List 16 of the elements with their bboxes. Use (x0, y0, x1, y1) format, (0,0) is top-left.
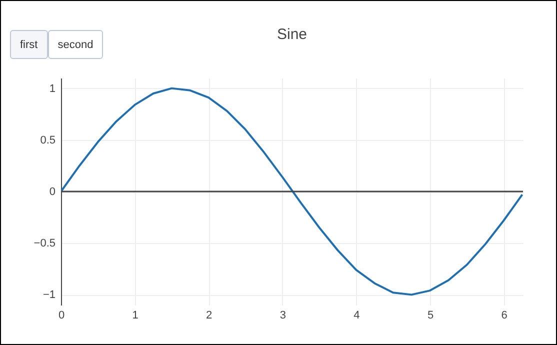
x-tick-label: 5 (427, 310, 434, 322)
button[interactable]: second (48, 30, 104, 59)
x-tick-label: 3 (280, 310, 286, 322)
x-tick-label: 0 (58, 310, 65, 322)
x-tick-label: 2 (206, 310, 212, 322)
y-tick-label: −0.5 (34, 238, 56, 250)
x-tick-label: 6 (501, 310, 508, 322)
y-tick-label: −1 (42, 289, 56, 302)
y-tick-label: 0 (49, 186, 56, 198)
line-series (61, 87, 523, 296)
y-tick-label: 0.5 (40, 134, 56, 146)
y-tick-label: 1 (49, 82, 56, 95)
x-tick-label: 1 (132, 310, 138, 322)
x-tick-label: 4 (354, 310, 360, 322)
chart-title: Sine (276, 26, 308, 43)
button[interactable]: first (10, 30, 48, 59)
